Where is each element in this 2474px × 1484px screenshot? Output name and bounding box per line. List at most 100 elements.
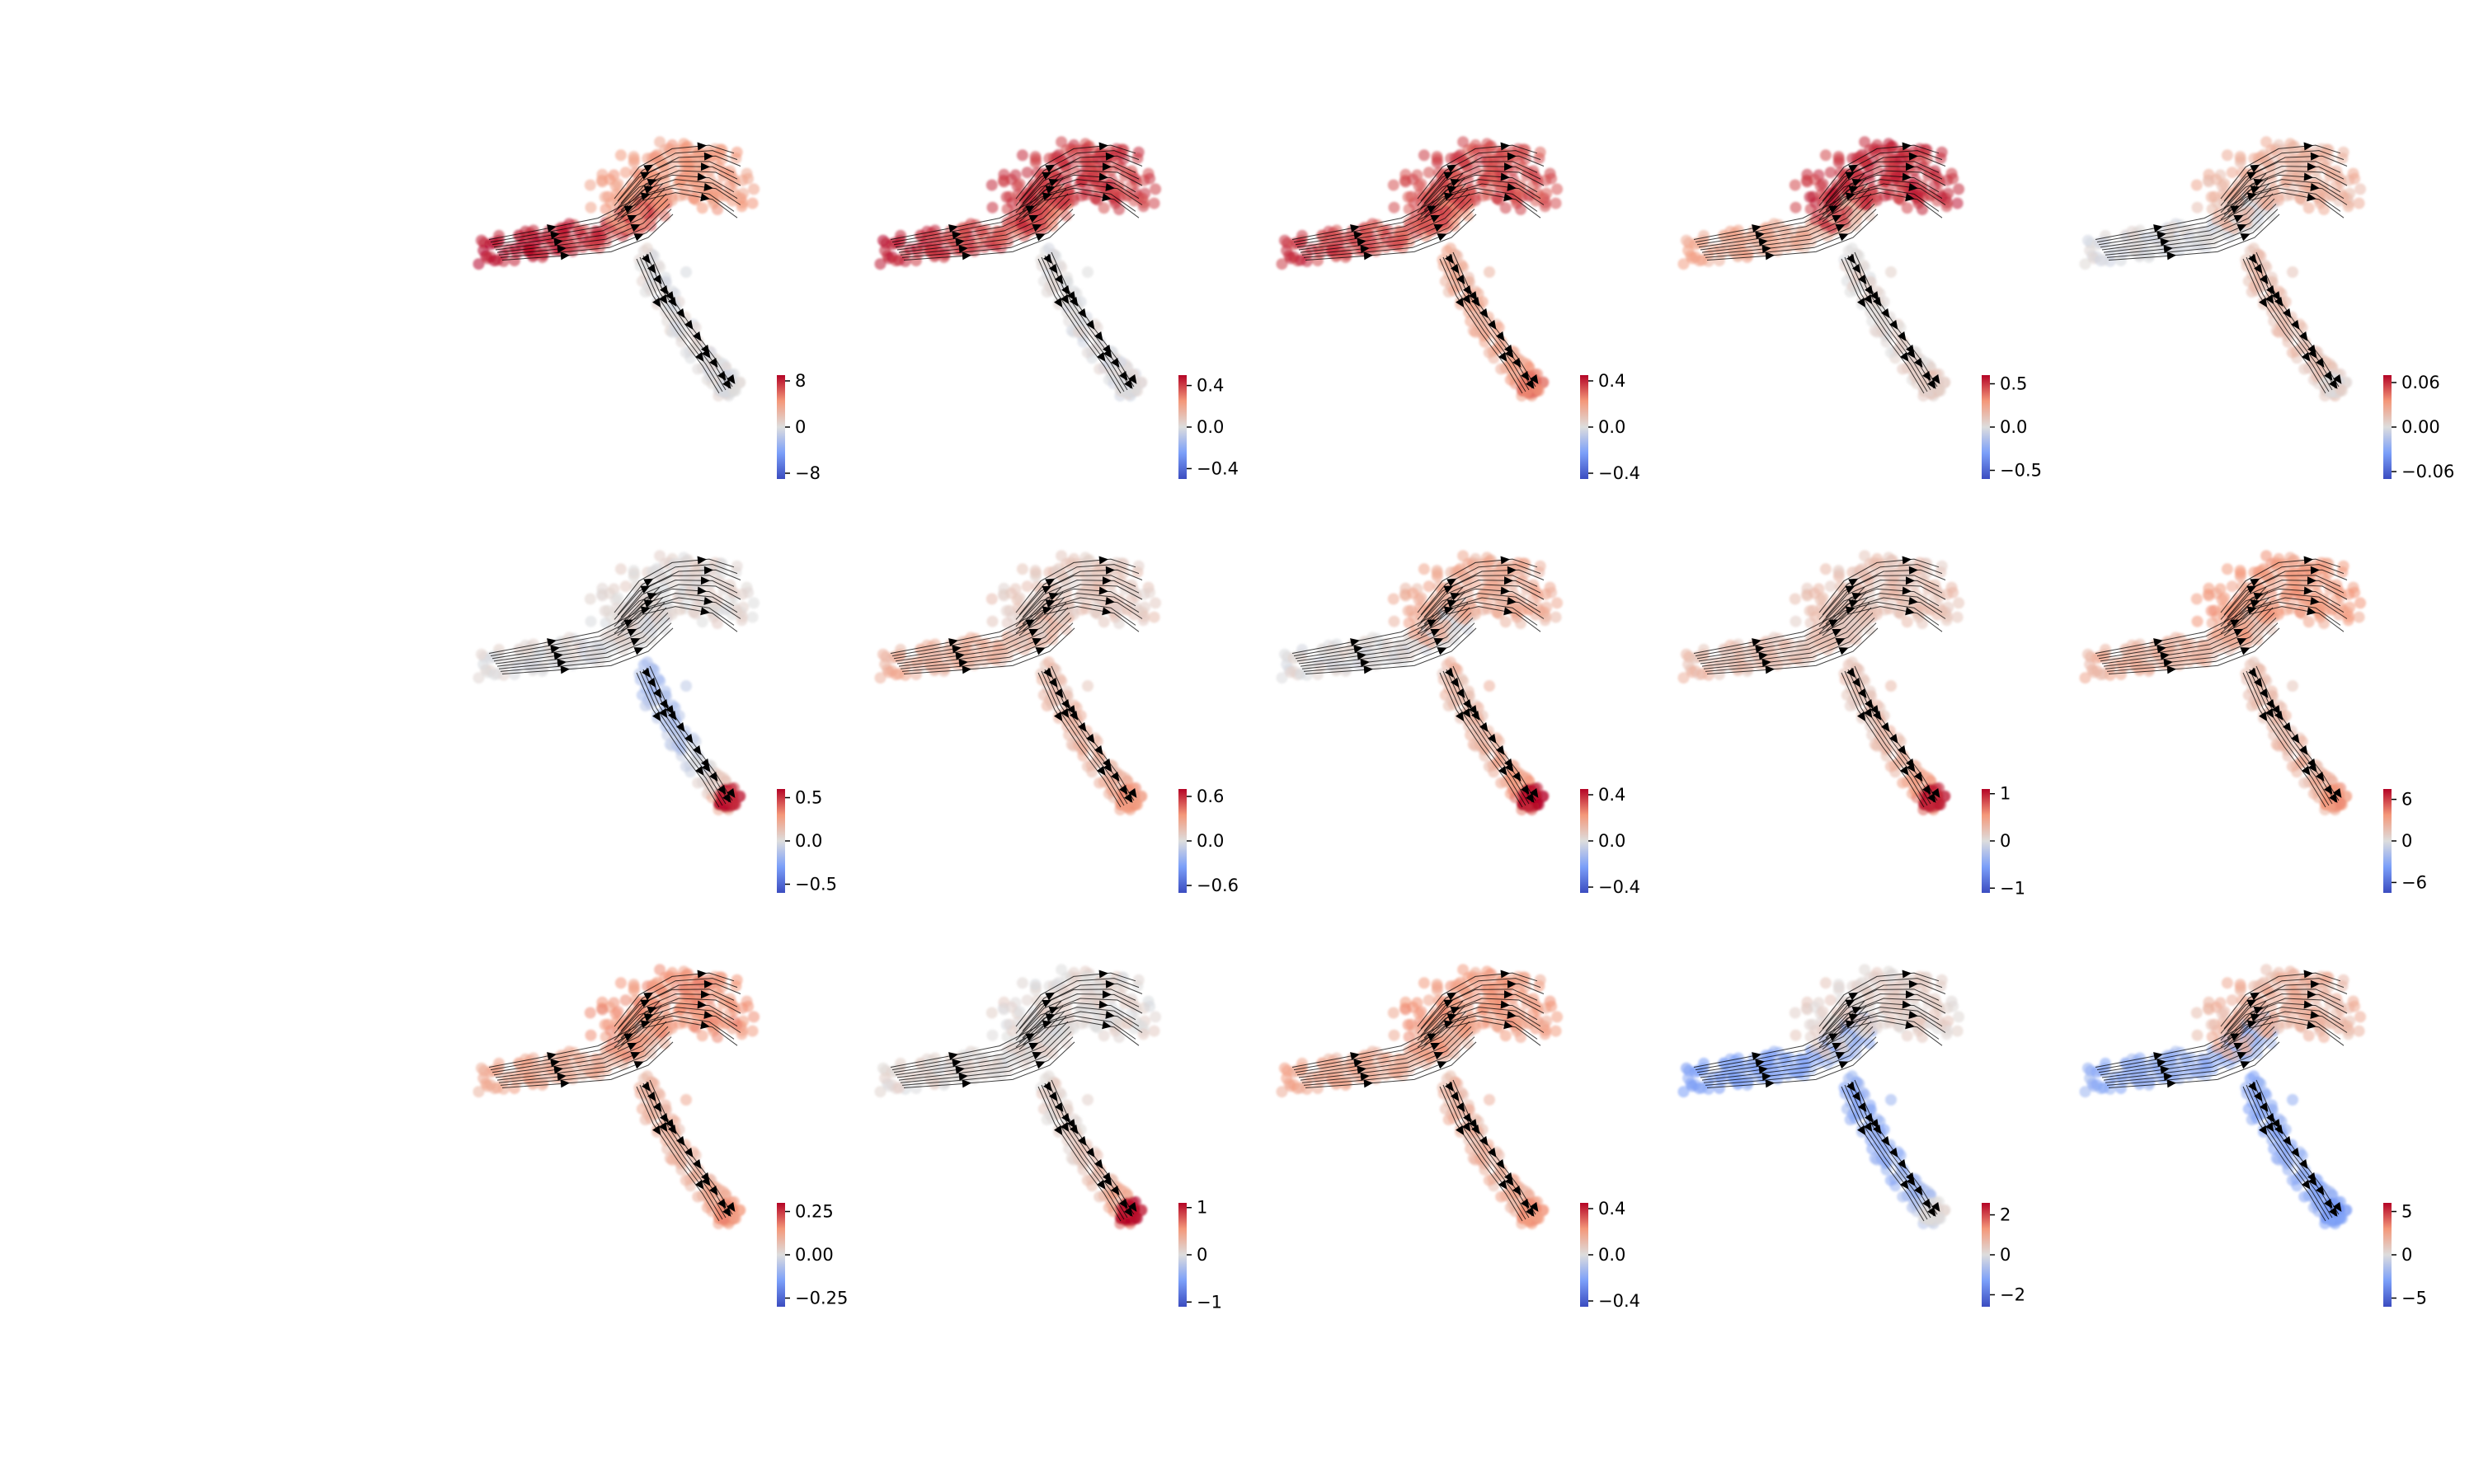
cell-point (612, 178, 624, 190)
cell-point (1418, 149, 1430, 162)
cell-point (731, 146, 743, 158)
cell-point (1148, 611, 1160, 623)
cell-point (1132, 190, 1145, 203)
cell-point (1551, 183, 1564, 195)
cell-point (1415, 178, 1427, 190)
cell-point (1521, 170, 1533, 182)
cell-point (1150, 597, 1162, 609)
cell-point (599, 605, 611, 617)
colorbar-tick-label: 0.5 (795, 788, 822, 808)
panel-1: 80−8 (473, 136, 821, 483)
cell-point (1056, 136, 1068, 148)
panel-9: 10−1 (1677, 550, 2025, 898)
cell-point (614, 149, 627, 162)
cell-point (604, 214, 617, 226)
cell-point (1457, 550, 1470, 562)
panel-7: 0.60.0−0.6 (874, 550, 1239, 895)
cell-point (475, 234, 487, 247)
cell-point (1922, 170, 1935, 182)
cell-point (654, 550, 666, 562)
cell-point (584, 179, 596, 191)
cell-point (1402, 191, 1414, 203)
cell-point (1000, 605, 1013, 617)
cell-point (2234, 151, 2246, 163)
cell-point (2190, 179, 2203, 191)
cell-point (584, 593, 596, 605)
colorbar-tick-label: −8 (795, 463, 821, 483)
colorbar-tick-label: 8 (795, 371, 806, 391)
cell-point (671, 153, 684, 166)
colorbar: 0.40.0−0.4 (1580, 785, 1640, 897)
cell-point (2353, 197, 2365, 209)
cell-point (1113, 204, 1125, 215)
cell-point (2191, 201, 2204, 214)
cell-point (1531, 586, 1543, 599)
colorbar-tick-label: 0.4 (1197, 376, 1224, 396)
colorbar-tick-label: 0.4 (1598, 785, 1625, 805)
cell-point (1144, 586, 1156, 599)
cell-point (2324, 170, 2336, 182)
colorbar-tick-label: 0.0 (1197, 417, 1224, 437)
cell-point (1457, 136, 1470, 148)
cell-point (1932, 172, 1945, 185)
cell-point (2098, 254, 2109, 266)
cell-point (998, 589, 1010, 602)
cell-point (746, 611, 759, 623)
cell-point (1119, 584, 1131, 596)
cell-point (1387, 593, 1399, 605)
panel-8: 0.40.0−0.4 (1276, 550, 1640, 897)
cell-point (1534, 190, 1546, 203)
cell-point (614, 563, 627, 575)
cell-point (1534, 560, 1546, 572)
cell-point (893, 254, 905, 266)
cell-point (1515, 618, 1526, 629)
cell-point (712, 618, 723, 629)
cell-point (1148, 197, 1160, 209)
cell-point (1947, 172, 1959, 185)
colorbar-tick-label: −0.4 (1598, 877, 1640, 897)
cell-point (731, 604, 743, 617)
cell-point (1953, 183, 1965, 195)
cell-point (742, 586, 755, 599)
cell-point (986, 615, 999, 627)
cell-point (599, 191, 611, 203)
cell-point (619, 580, 632, 593)
colorbar-tick-label: 0.4 (1598, 371, 1625, 391)
cell-point (2205, 191, 2218, 203)
colorbar-gradient (777, 375, 785, 479)
cell-point (1068, 195, 1079, 206)
cell-point (1068, 608, 1079, 620)
colorbar-tick-label: 0.0 (1197, 831, 1224, 851)
cell-point (2226, 167, 2238, 179)
cell-point (492, 668, 503, 680)
cell-point (1021, 167, 1033, 179)
cell-point (1082, 680, 1094, 692)
cell-point (1951, 197, 1964, 209)
cell-point (1129, 172, 1141, 185)
colorbar: 0.50.0−0.5 (1982, 374, 2042, 481)
cell-point (585, 201, 597, 214)
panel-6: 0.50.0−0.5 (473, 550, 837, 895)
colorbar-tick-label: 0.0 (2000, 417, 2027, 437)
colorbar: 0.060.00−0.06 (2383, 373, 2454, 481)
cell-point (1132, 604, 1145, 617)
colorbar: 0.60.0−0.6 (1178, 787, 1239, 895)
colorbar-gradient (1982, 375, 1990, 479)
cell-point (1387, 179, 1399, 191)
cell-point (731, 560, 743, 572)
cell-point (2334, 172, 2346, 185)
cell-point (1789, 179, 1801, 191)
cell-point (1119, 170, 1131, 182)
cell-point (610, 188, 623, 200)
cell-point (1521, 584, 1533, 596)
panel-5: 0.060.00−0.06 (2079, 136, 2454, 481)
cell-point (1531, 172, 1543, 185)
cell-point (1000, 191, 1013, 203)
cell-point (2273, 195, 2284, 206)
cell-point (1014, 178, 1026, 190)
cell-point (680, 266, 692, 278)
cell-point (742, 172, 755, 185)
cell-point (1859, 136, 1871, 148)
colorbar-tick-label: −0.6 (1197, 876, 1239, 895)
colorbar-gradient (1580, 375, 1588, 479)
